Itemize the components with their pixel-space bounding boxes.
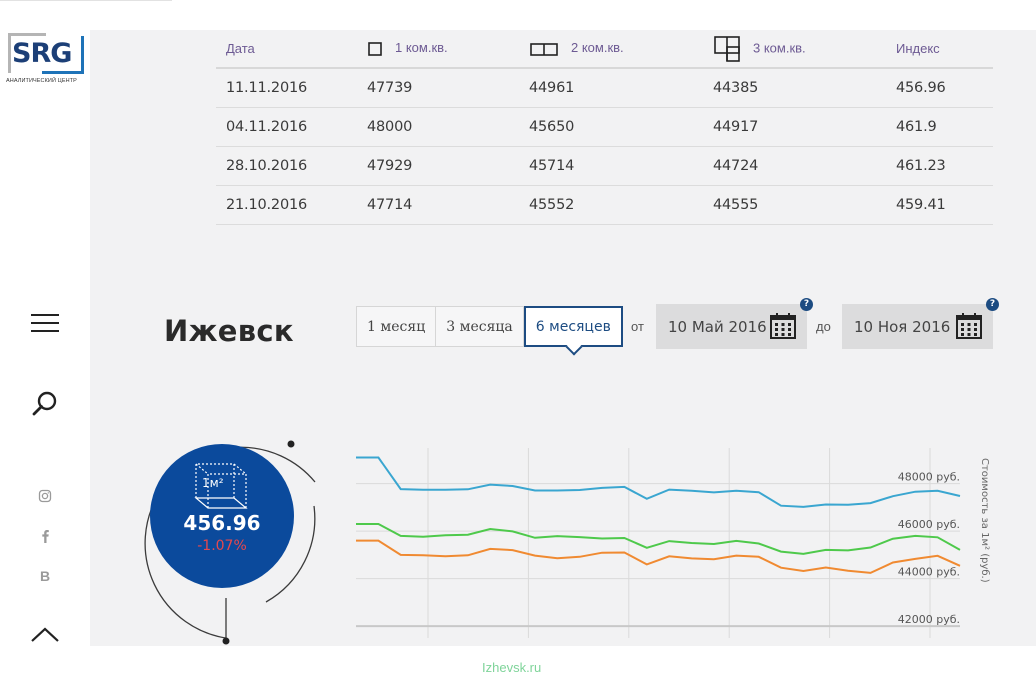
chart-series: [356, 456, 961, 574]
chart-y-tick-label: 44000 руб.: [898, 566, 960, 579]
table-cell-date: 04.11.2016: [216, 107, 357, 147]
chart-y-ticks: 42000 руб. 44000 руб. 46000 руб. 48000 руб.: [898, 471, 960, 627]
logo-frame-blue: [42, 36, 84, 74]
chart-y-tick-label: 46000 руб.: [898, 518, 960, 531]
table-cell-index: 461.23: [886, 146, 993, 186]
chart-grid: [356, 448, 960, 638]
index-value: 456.96: [183, 511, 260, 535]
period-6-months-button[interactable]: 6 месяцев: [523, 306, 623, 347]
table-cell-1room: 47929: [357, 146, 519, 186]
chart-series-line-3: [356, 539, 961, 574]
logo-mark: SRG: [6, 32, 84, 74]
menu-icon[interactable]: [28, 306, 62, 340]
dial-dot-bottom: [222, 637, 230, 645]
table-cell-3room: 44917: [703, 107, 886, 147]
table-cell-1room: 48000: [357, 107, 519, 147]
table-cell-date: 28.10.2016: [216, 146, 357, 186]
table-row: 21.10.2016 47714 45552 44555 459.41: [216, 185, 993, 225]
calendar-icon[interactable]: [955, 312, 983, 340]
table-row: 04.11.2016 48000 45650 44917 461.9: [216, 107, 993, 147]
logo-subtitle: АНАЛИТИЧЕСКИЙ ЦЕНТР: [6, 78, 77, 84]
chart-y-tick-label: 42000 руб.: [898, 613, 960, 626]
table-cell-3room: 44385: [703, 68, 886, 108]
index-circle: [150, 444, 294, 588]
date-from-help-icon[interactable]: ?: [800, 298, 813, 311]
sidebar: SRG АНАЛИТИЧЕСКИЙ ЦЕНТР: [0, 30, 90, 646]
index-change: -1.07%: [197, 538, 247, 554]
period-3-months-button[interactable]: 3 месяца: [436, 306, 524, 347]
dial-dot-top: [287, 440, 295, 448]
sqm-cube-icon: [194, 463, 248, 509]
one-room-icon: [368, 41, 382, 56]
chart-series-line-1: [356, 456, 961, 508]
table-row: 28.10.2016 47929 45714 44724 461.23: [216, 146, 993, 186]
table-row: 11.11.2016 47739 44961 44385 456.96: [216, 68, 993, 108]
table-cell-1room: 47739: [357, 68, 519, 108]
two-room-icon: [530, 42, 558, 56]
col-header-1room-label: 1 ком.кв.: [395, 40, 448, 56]
vk-icon-label: B: [40, 568, 50, 584]
dial-arc-right: [265, 505, 316, 603]
chart-y-axis-label: Стоимость за 1м² (руб.): [979, 458, 990, 583]
top-bar: [0, 0, 1036, 2]
table-cell-index: 459.41: [886, 185, 993, 225]
vk-icon[interactable]: B: [28, 564, 62, 598]
period-selector: 1 месяц 3 месяца 6 месяцев: [356, 306, 623, 347]
date-to-label: до: [816, 319, 831, 334]
date-to-field[interactable]: 10 Ноя 2016 ?: [842, 298, 999, 349]
table-cell-date: 11.11.2016: [216, 68, 357, 108]
col-header-date: Дата: [216, 30, 357, 69]
chevron-up-icon[interactable]: [28, 618, 62, 652]
col-header-index-label: Индекс: [896, 41, 940, 56]
instagram-icon[interactable]: [28, 484, 62, 518]
city-title: Ижевск: [164, 314, 294, 348]
col-header-3room: 3 ком.кв.: [703, 30, 886, 69]
table-cell-3room: 44724: [703, 146, 886, 186]
date-to-help-icon[interactable]: ?: [986, 298, 999, 311]
index-dial: 1м² 456.96 -1.07%: [144, 440, 316, 645]
table-cell-1room: 47714: [357, 185, 519, 225]
table-cell-3room: 44555: [703, 185, 886, 225]
col-header-3room-label: 3 ком.кв.: [753, 39, 806, 55]
table-cell-index: 461.9: [886, 107, 993, 147]
logo-frame-gray: [8, 33, 46, 73]
col-header-index: Индекс: [886, 30, 993, 69]
chart-y-tick-label: 48000 руб.: [898, 471, 960, 484]
col-header-2room-label: 2 ком.кв.: [571, 40, 624, 56]
table-cell-2room: 45552: [519, 185, 703, 225]
period-1-month-button[interactable]: 1 месяц: [356, 306, 437, 347]
table-cell-date: 21.10.2016: [216, 185, 357, 225]
search-icon[interactable]: [28, 386, 62, 420]
date-from-field[interactable]: 10 Май 2016 ?: [656, 298, 813, 349]
facebook-icon[interactable]: [28, 524, 62, 558]
index-unit: 1м²: [202, 476, 224, 490]
col-header-2room: 2 ком.кв.: [519, 30, 703, 69]
table-cell-2room: 45650: [519, 107, 703, 147]
top-divider: [0, 0, 172, 1]
logo-text: SRG: [12, 38, 72, 69]
table-cell-index: 456.96: [886, 68, 993, 108]
main-content: Дата 1 ком.кв. 2 ком.кв. 3 ком.кв. Индек…: [90, 30, 1036, 646]
footer-watermark: Izhevsk.ru: [482, 660, 542, 675]
chart-series-line-2: [356, 523, 961, 555]
col-header-date-label: Дата: [226, 41, 255, 56]
footer: Izhevsk.ru: [0, 646, 1036, 676]
date-from-label: от: [631, 319, 644, 334]
table-header-row: Дата 1 ком.кв. 2 ком.кв. 3 ком.кв. Индек…: [216, 30, 993, 69]
three-room-icon: [714, 35, 740, 62]
table-cell-2room: 44961: [519, 68, 703, 108]
date-to-value: 10 Ноя 2016: [854, 317, 951, 336]
logo[interactable]: SRG АНАЛИТИЧЕСКИЙ ЦЕНТР: [6, 32, 86, 92]
calendar-icon[interactable]: [769, 312, 797, 340]
col-header-1room: 1 ком.кв.: [357, 30, 519, 69]
price-chart: 42000 руб. 44000 руб. 46000 руб. 48000 руб.…: [356, 448, 990, 638]
price-table: Дата 1 ком.кв. 2 ком.кв. 3 ком.кв. Индек…: [216, 30, 993, 225]
date-from-value: 10 Май 2016: [668, 317, 767, 336]
table-cell-2room: 45714: [519, 146, 703, 186]
